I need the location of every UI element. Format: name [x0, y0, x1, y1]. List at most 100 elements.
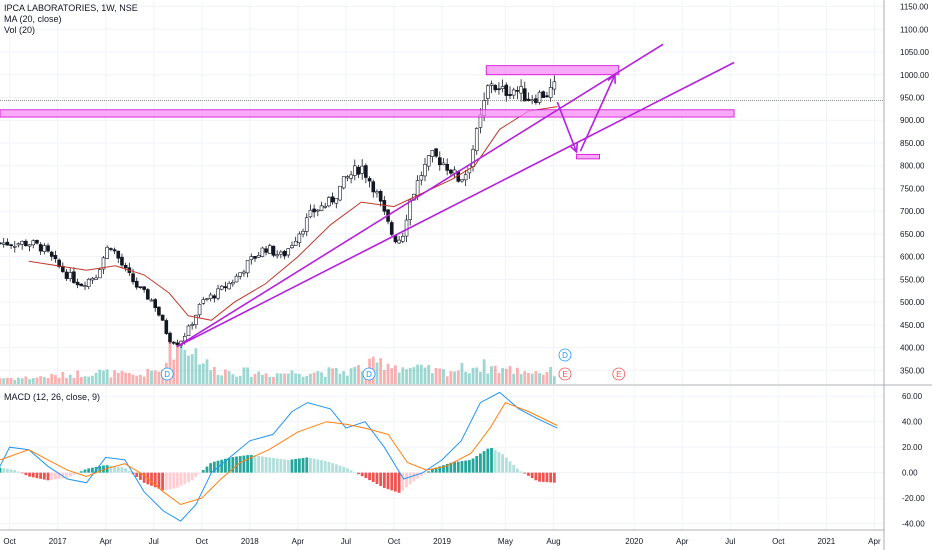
macd-histogram-bar	[467, 460, 471, 473]
macd-histogram-bar	[438, 466, 442, 473]
macd-histogram-bar	[405, 472, 408, 488]
macd-axis[interactable]: -40.00 -20.00 0.00 20.00 40.00 60.00	[902, 392, 925, 528]
time-tick-label: Apr	[99, 537, 112, 546]
volume-bar	[238, 375, 242, 384]
volume-bar	[9, 377, 13, 384]
candle-body	[500, 86, 505, 89]
ma-legend[interactable]: MA (20, close)	[4, 14, 62, 24]
candle-body	[171, 341, 176, 344]
candle-body	[445, 163, 449, 171]
macd-histogram-bar	[164, 472, 168, 490]
candle-body	[42, 245, 47, 252]
macd-histogram-bar	[530, 472, 534, 479]
macd-histogram-bar	[523, 472, 527, 474]
candle-body	[160, 314, 165, 321]
macd-histogram-bar	[508, 461, 512, 473]
volume-bar	[320, 372, 323, 384]
volume-bar	[453, 371, 456, 384]
volume-bar	[338, 373, 342, 384]
time-tick-label: Jul	[725, 537, 735, 546]
volume-bar	[515, 367, 519, 384]
volume-bar	[216, 374, 220, 384]
price-tick-label: 1050.00	[900, 48, 929, 57]
volume-bar	[357, 365, 360, 384]
macd-histogram-bar	[87, 468, 91, 473]
candle-body	[68, 272, 73, 279]
candle-body	[397, 239, 401, 244]
macd-histogram-bar	[105, 465, 109, 473]
macd-tick-label: -20.00	[902, 494, 925, 503]
volume-bar	[83, 376, 87, 384]
price-tick-label: 800.00	[900, 162, 925, 171]
macd-histogram-bar	[2, 468, 6, 473]
volume-bar	[272, 376, 275, 384]
macd-tick-label: -40.00	[902, 520, 925, 529]
candle-body	[264, 248, 268, 253]
volume-bar	[172, 359, 176, 384]
macd-histogram-bar	[231, 457, 235, 473]
volume-bar	[142, 376, 146, 384]
volume-bar	[530, 373, 534, 384]
volume-bar	[24, 376, 28, 384]
volume-bar	[508, 365, 512, 384]
event-marker-label: E	[562, 370, 567, 379]
macd-histogram-bar	[294, 458, 298, 473]
macd-histogram-bar	[65, 472, 68, 478]
volume-legend[interactable]: Vol (20)	[4, 25, 36, 35]
candle-body	[486, 85, 490, 99]
macd-legend[interactable]: MACD (12, 26, close, 9)	[4, 392, 101, 402]
macd-histogram-bar	[527, 472, 530, 476]
arrow-up-head	[607, 73, 616, 84]
volume-bar	[427, 364, 431, 384]
time-tick-label: Apr	[676, 537, 689, 546]
time-tick-label: 2019	[433, 537, 451, 546]
macd-histogram-bar	[434, 467, 438, 473]
candle-body	[31, 240, 36, 246]
candle-body	[242, 271, 246, 274]
volume-bar	[13, 379, 17, 384]
candle-body	[101, 257, 106, 270]
volume-bar	[490, 366, 493, 384]
time-tick-label: 2021	[817, 537, 835, 546]
price-axis[interactable]: 350.00 400.00 450.00 500.00 550.00 600.00 650.…	[900, 3, 929, 376]
volume-bar	[76, 370, 80, 384]
volume-bar	[260, 374, 264, 384]
candle-body	[64, 271, 69, 279]
macd-histogram-bar	[379, 472, 383, 486]
candle-body	[260, 247, 265, 257]
macd-histogram-bar	[179, 472, 183, 486]
macd-histogram-bar	[120, 467, 124, 473]
macd-histogram-bar	[153, 472, 157, 488]
volume-bar	[397, 372, 401, 384]
candle-body	[109, 248, 113, 250]
candle-body	[519, 86, 523, 94]
volume-bar	[316, 371, 320, 384]
macd-histogram-bar	[290, 459, 294, 473]
volume-bar	[249, 377, 253, 384]
symbol-legend[interactable]: IPCA LABORATORIES, 1W, NSE	[4, 3, 138, 13]
macd-histogram-bar	[224, 458, 227, 473]
volume-bar	[220, 375, 224, 384]
macd-histogram-bar	[305, 457, 309, 473]
time-tick-label: Jul	[341, 537, 351, 546]
volume-bar	[460, 362, 464, 384]
candlestick-series	[0, 75, 557, 348]
macd-histogram-bar	[501, 454, 505, 473]
volume-bar	[120, 370, 124, 384]
volume-bar	[179, 345, 183, 384]
volume-bar	[445, 376, 449, 384]
volume-bar	[442, 369, 445, 384]
macd-histogram-bar	[283, 459, 286, 473]
time-axis[interactable]: Oct 2017 Apr Jul Oct 2018 Apr Jul Oct 2019 May Aug 2…	[3, 537, 881, 546]
event-markers[interactable]: D D D E E	[160, 348, 626, 381]
target-zone	[576, 153, 600, 160]
candle-body	[304, 217, 309, 232]
volume-bar	[105, 369, 109, 384]
volume-bar	[545, 372, 549, 384]
macd-histogram-bar	[24, 472, 28, 476]
macd-histogram-bar	[342, 466, 346, 473]
drawing-annotations[interactable]	[0, 43, 735, 348]
support-zone	[0, 109, 735, 118]
macd-histogram-bar	[390, 472, 394, 491]
